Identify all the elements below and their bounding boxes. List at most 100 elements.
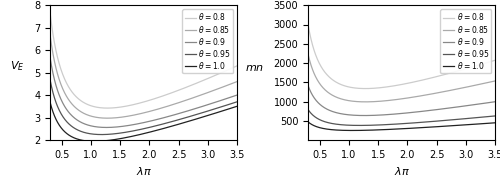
$\theta = 0.85$ [458,87,464,89]
$\theta = 0.9$ [406,112,412,114]
$\theta = 0.9$ [362,114,368,117]
$\theta = 1.0$ [234,105,240,107]
$\theta = 0.9$ [148,120,154,122]
$\theta = 1.0$ [47,101,53,103]
$\theta = 0.85$ [148,110,154,112]
$\theta = 0.8$ [406,82,412,84]
$\theta = 1.0$ [488,122,494,124]
$\theta = 0.9$ [234,94,240,96]
$\theta = 0.95$ [305,108,311,110]
$\theta = 0.95$ [136,129,142,131]
Line: $\theta = 0.95$: $\theta = 0.95$ [308,109,495,125]
$\theta = 1.0$ [158,128,164,130]
$\theta = 0.85$ [158,107,164,109]
$\theta = 0.85$ [406,97,412,99]
$\theta = 0.85$ [416,95,422,97]
Line: $\theta = 0.85$: $\theta = 0.85$ [308,54,495,102]
$\theta = 0.9$ [396,113,402,115]
$\theta = 0.9$ [200,105,206,107]
$\theta = 0.85$ [47,33,53,36]
Y-axis label: $V_E$: $V_E$ [10,59,24,73]
$\theta = 1.0$ [396,128,402,130]
$\theta = 0.85$ [396,98,402,100]
Legend: $\theta = 0.8$, $\theta = 0.85$, $\theta = 0.9$, $\theta = 0.95$, $\theta = 1.0$: $\theta = 0.8$, $\theta = 0.85$, $\theta… [440,9,491,73]
X-axis label: $\lambda\pi$: $\lambda\pi$ [136,165,152,175]
$\theta = 0.95$ [356,124,362,127]
$\theta = 1.0$ [492,122,498,124]
$\theta = 0.8$ [200,79,206,81]
$\theta = 0.9$ [492,101,498,103]
$\theta = 0.9$ [138,122,143,124]
$\theta = 0.85$ [362,101,368,103]
$\theta = 0.85$ [492,80,498,82]
$\theta = 0.95$ [396,123,402,125]
$\theta = 0.9$ [488,101,494,103]
$\theta = 1.0$ [148,131,154,133]
Legend: $\theta = 0.8$, $\theta = 0.85$, $\theta = 0.9$, $\theta = 0.95$, $\theta = 1.0$: $\theta = 0.8$, $\theta = 0.85$, $\theta… [182,9,233,73]
Line: $\theta = 0.8$: $\theta = 0.8$ [308,24,495,89]
Line: $\theta = 0.85$: $\theta = 0.85$ [50,34,237,118]
$\theta = 0.8$ [416,80,422,82]
Line: $\theta = 0.9$: $\theta = 0.9$ [50,57,237,127]
$\theta = 0.8$ [362,88,368,90]
$\theta = 0.8$ [104,107,110,109]
Line: $\theta = 0.95$: $\theta = 0.95$ [50,79,237,135]
$\theta = 0.85$ [104,117,110,119]
Y-axis label: $mn$: $mn$ [244,63,264,73]
$\theta = 1.0$ [200,116,206,118]
$\theta = 0.8$ [488,61,494,63]
$\theta = 0.8$ [234,65,240,67]
$\theta = 0.8$ [138,102,143,104]
$\theta = 0.85$ [394,98,400,100]
$\theta = 0.9$ [230,95,236,97]
$\theta = 1.0$ [394,128,400,130]
$\theta = 1.0$ [406,127,412,129]
$\theta = 0.9$ [158,117,164,119]
X-axis label: $\lambda\pi$: $\lambda\pi$ [394,165,409,175]
$\theta = 0.8$ [396,84,402,86]
$\theta = 0.8$ [458,69,464,71]
$\theta = 0.95$ [138,128,143,131]
$\theta = 0.85$ [200,93,206,95]
$\theta = 0.9$ [458,105,464,107]
Line: $\theta = 0.9$: $\theta = 0.9$ [308,85,495,116]
Line: $\theta = 1.0$: $\theta = 1.0$ [308,122,495,131]
$\theta = 0.8$ [230,67,236,69]
$\theta = 0.95$ [158,123,164,125]
$\theta = 0.95$ [98,134,104,136]
$\theta = 0.85$ [305,53,311,55]
$\theta = 0.85$ [234,80,240,83]
$\theta = 0.9$ [136,122,142,125]
$\theta = 0.8$ [158,95,164,97]
$\theta = 0.8$ [148,99,154,101]
$\theta = 0.95$ [234,101,240,103]
$\theta = 1.0$ [136,134,142,136]
$\theta = 0.95$ [230,102,236,104]
$\theta = 0.95$ [406,122,412,124]
$\theta = 0.85$ [488,81,494,83]
$\theta = 0.8$ [394,84,400,86]
$\theta = 0.9$ [394,113,400,115]
$\theta = 0.9$ [47,56,53,58]
$\theta = 0.85$ [138,113,143,115]
$\theta = 0.85$ [230,82,236,84]
Line: $\theta = 1.0$: $\theta = 1.0$ [50,102,237,141]
$\theta = 0.95$ [47,78,53,80]
$\theta = 0.95$ [416,121,422,124]
$\theta = 0.95$ [200,111,206,113]
$\theta = 0.95$ [148,126,154,128]
$\theta = 0.95$ [458,118,464,120]
$\theta = 0.95$ [394,123,400,125]
$\theta = 1.0$ [349,130,355,132]
$\theta = 0.95$ [492,115,498,117]
$\theta = 1.0$ [416,127,422,129]
$\theta = 1.0$ [91,140,97,142]
$\theta = 0.9$ [416,111,422,113]
$\theta = 1.0$ [230,107,236,109]
Line: $\theta = 0.8$: $\theta = 0.8$ [50,12,237,108]
$\theta = 1.0$ [458,124,464,126]
$\theta = 0.85$ [136,113,142,115]
$\theta = 0.8$ [492,59,498,61]
$\theta = 0.8$ [305,23,311,25]
$\theta = 0.9$ [305,84,311,86]
